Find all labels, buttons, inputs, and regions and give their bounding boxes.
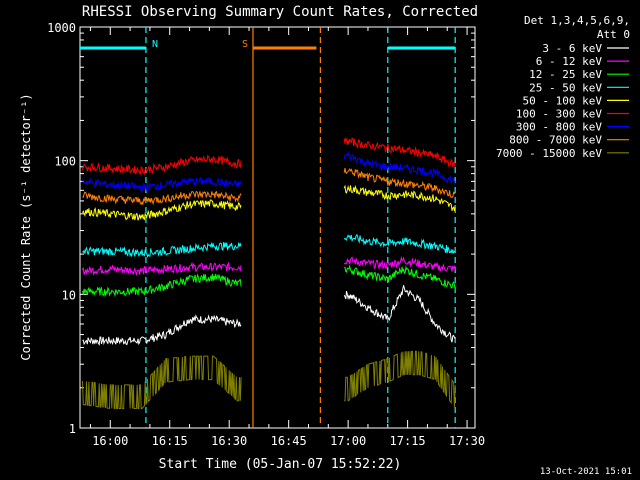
footer-timestamp: 13-Oct-2021 15:01 (540, 467, 632, 477)
y-tick-label: 10 (62, 288, 76, 302)
series-line (82, 242, 242, 258)
plot-area: 1 10 100 1000 16:00 16:15 16:30 16:45 17:00 17:15… (47, 21, 485, 448)
legend-label: 12 - 25 keV (529, 68, 602, 81)
series-line (343, 233, 456, 254)
x-tick-label: 17:00 (330, 434, 366, 448)
y-tick-label: 1000 (47, 21, 76, 35)
legend-label: 300 - 800 keV (516, 121, 602, 134)
series-line (82, 355, 242, 410)
series-line (343, 255, 456, 272)
series-line (82, 314, 242, 346)
series-line (343, 168, 456, 199)
y-tick-label: 100 (54, 155, 76, 169)
series-line (82, 261, 242, 277)
plot-frame (79, 26, 476, 429)
x-tick-label: 16:45 (271, 434, 307, 448)
y-tick-label: 1 (69, 422, 76, 436)
legend-label: 3 - 6 keV (542, 42, 602, 55)
series-line (343, 184, 456, 212)
series-line (82, 190, 242, 206)
series-line (344, 350, 456, 408)
series-line (344, 264, 456, 291)
x-axis-label: Start Time (05-Jan-07 15:52:22) (159, 457, 402, 472)
y-axis-label: Corrected Count Rate (s⁻¹ detector⁻¹) (19, 93, 33, 360)
legend-label: 50 - 100 keV (523, 94, 603, 107)
legend-label: 25 - 50 keV (529, 81, 602, 94)
series-line (343, 150, 456, 185)
series-line (82, 154, 242, 176)
marker-label: S (242, 39, 248, 50)
legend-label: 7000 - 15000 keV (496, 147, 602, 160)
series-line (343, 137, 456, 168)
legend-label: 6 - 12 keV (536, 55, 603, 68)
x-tick-label: 17:15 (390, 434, 426, 448)
chart-title: RHESSI Observing Summary Count Rates, Co… (82, 4, 478, 20)
legend-header-line-2: Att 0 (597, 28, 630, 41)
x-tick-label: 16:00 (92, 434, 128, 448)
series-line (82, 199, 242, 221)
x-tick-label: 16:30 (211, 434, 247, 448)
series-line (82, 176, 242, 193)
legend-label: 800 - 7000 keV (509, 134, 602, 147)
marker-label: N (152, 39, 158, 50)
x-tick-label: 16:15 (152, 434, 188, 448)
series-line (343, 285, 456, 343)
x-tick-label: 17:30 (449, 434, 485, 448)
legend-header-line-1: Det 1,3,4,5,6,9, (524, 14, 630, 27)
legend-label: 100 - 300 keV (516, 108, 602, 121)
series-line (82, 273, 242, 298)
